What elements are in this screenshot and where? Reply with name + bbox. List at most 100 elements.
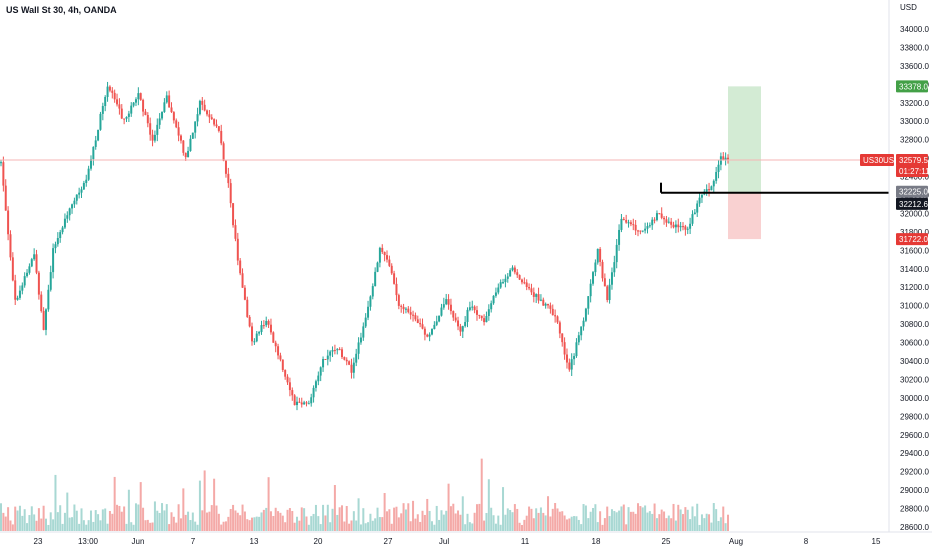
volume-bar <box>132 524 135 531</box>
volume-bar <box>82 520 85 531</box>
volume-bar <box>142 507 145 531</box>
candle-body <box>331 350 334 352</box>
volume-bar <box>589 511 592 531</box>
level2-price-badge: 32212.6 <box>899 200 928 209</box>
candle-body <box>177 127 180 136</box>
volume-bar <box>258 516 261 531</box>
volume-bar <box>452 503 455 531</box>
candle-body <box>37 272 40 295</box>
volume-bar <box>206 512 209 531</box>
volume-bar <box>4 516 7 531</box>
volume-bar <box>369 513 372 531</box>
volume-bar <box>407 503 410 531</box>
candle-body <box>108 86 111 91</box>
candle-body <box>116 99 119 105</box>
candle-body <box>258 331 261 334</box>
volume-bar <box>447 483 450 531</box>
volume-bar <box>582 504 585 531</box>
volume-bar <box>487 479 490 531</box>
candle-body <box>246 299 249 317</box>
volume-bar <box>601 524 604 531</box>
price-axis[interactable]: USD 34000.033800.033600.033400.033200.03… <box>860 0 930 532</box>
candle-body <box>151 134 154 141</box>
candle-body <box>319 367 322 376</box>
candle-body <box>646 226 649 229</box>
candle-body <box>618 229 621 245</box>
volume-bar <box>101 509 104 531</box>
volume-bar <box>118 505 121 531</box>
candle-body <box>11 257 14 281</box>
volume-bar <box>333 485 336 531</box>
candle-body <box>125 116 128 119</box>
candle-body <box>78 192 81 195</box>
level-price-badge-bg <box>896 185 928 198</box>
countdown-badge-bg <box>896 165 928 178</box>
candle-body <box>554 315 557 317</box>
candle-body <box>267 320 270 325</box>
volume-bar <box>35 520 38 531</box>
volume-bar <box>703 518 706 531</box>
volume-bar <box>314 504 317 531</box>
volume-bar <box>341 505 344 531</box>
candle-body <box>158 118 161 125</box>
candle-body <box>378 247 381 263</box>
volume-bar <box>331 508 334 531</box>
candle-body <box>104 96 107 107</box>
volume-bar <box>63 512 66 531</box>
volume-bar <box>189 520 192 531</box>
candle-body <box>563 342 566 355</box>
candle-body <box>551 308 554 316</box>
volume-bar <box>710 522 713 531</box>
candle-body <box>168 95 171 108</box>
candle-body <box>66 215 69 219</box>
candle-body <box>142 99 145 112</box>
volume-bar <box>686 509 689 531</box>
candle-body <box>525 282 528 287</box>
volume-bar <box>506 508 509 531</box>
candle-body <box>61 227 64 233</box>
volume-bar <box>700 514 703 531</box>
price-tick-label: 30200.0 <box>900 375 929 384</box>
candle-body <box>634 224 637 231</box>
volume-bar <box>383 493 386 531</box>
volume-bar <box>504 514 507 531</box>
time-axis[interactable]: 23 13:00 Jun 7 13 20 27 Jul 11 18 25 Aug 8 15 <box>0 531 932 546</box>
volume-bar <box>33 514 36 531</box>
time-tick-label: 8 <box>804 537 809 546</box>
candle-body <box>49 272 52 290</box>
candle-body <box>324 359 327 361</box>
candle-body <box>537 294 540 301</box>
candle-body <box>637 230 640 232</box>
candle-body <box>494 292 497 296</box>
price-tick-label: 29000.0 <box>900 486 929 495</box>
volume-bar <box>260 512 263 531</box>
volume-bar <box>288 508 291 531</box>
candle-body <box>7 210 10 235</box>
candle-body <box>137 93 140 100</box>
candle-body <box>653 219 656 221</box>
level-price-badge: 32225.0 <box>899 188 928 197</box>
volume-bar <box>217 513 220 531</box>
candle-body <box>601 261 604 279</box>
candle-body <box>144 111 147 116</box>
volume-bar <box>23 509 26 531</box>
candle-body <box>224 160 227 174</box>
volume-bar <box>530 508 533 531</box>
volume-bar <box>715 509 718 531</box>
candle-body <box>374 271 377 287</box>
candle-body <box>362 326 365 338</box>
volume-bar <box>11 524 14 531</box>
volume-bar <box>412 500 415 531</box>
candle-body <box>312 387 315 398</box>
candle-body <box>608 284 611 301</box>
volume-bar <box>355 520 358 531</box>
candle-body <box>627 222 630 224</box>
volume-bar <box>393 507 396 531</box>
volume-bar <box>7 507 10 531</box>
volume-bar <box>648 511 651 531</box>
candle-body <box>134 99 137 103</box>
candle-body <box>272 332 275 343</box>
volume-bar <box>580 524 583 531</box>
chart-title: US Wall St 30, 4h, OANDA <box>6 5 117 15</box>
